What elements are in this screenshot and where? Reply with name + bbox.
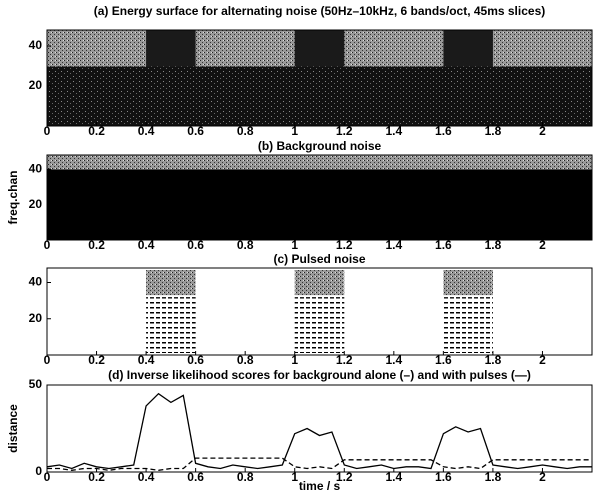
y-tick-label: 40 [29,275,43,289]
x-tick-label: 1 [291,353,298,367]
x-tick-label: 0.4 [138,124,155,138]
x-axis-label: time / s [299,479,341,493]
x-tick-label: 1.8 [485,470,502,484]
x-tick-label: 1.8 [485,238,502,252]
pulse-low [443,297,493,353]
score-line [47,458,592,470]
panel-title: (b) Background noise [258,139,382,153]
x-tick-label: 0.4 [138,353,155,367]
x-tick-label: 0 [44,124,51,138]
x-tick-label: 1.8 [485,124,502,138]
panel-title: (c) Pulsed noise [273,252,365,266]
pulse-low [146,297,196,353]
spectrogram-low [47,66,592,126]
x-tick-label: 0.6 [187,470,204,484]
x-tick-label: 2 [539,353,546,367]
x-tick-label: 0.6 [187,238,204,252]
x-tick-label: 0 [44,353,51,367]
pulse-energy [443,30,493,66]
x-tick-label: 1.4 [385,470,402,484]
x-tick-label: 1.4 [385,353,402,367]
x-tick-label: 0.6 [187,353,204,367]
x-tick-label: 0.2 [88,353,105,367]
y-axis-label: distance [6,404,20,453]
x-tick-label: 0.2 [88,238,105,252]
pulse-energy [295,270,345,295]
panel-title: (d) Inverse likelihood scores for backgr… [108,368,531,382]
x-tick-label: 0.4 [138,470,155,484]
pulse-energy [146,270,196,295]
figure: (a) Energy surface for alternating noise… [0,0,595,493]
x-tick-label: 0.8 [237,124,254,138]
axes-frame [47,385,592,472]
x-tick-label: 1.6 [435,470,452,484]
score-line [47,394,592,469]
x-tick-label: 1 [291,124,298,138]
x-tick-label: 0.2 [88,470,105,484]
pulse-energy [295,30,345,66]
x-tick-label: 1.4 [385,124,402,138]
x-tick-label: 0.8 [237,470,254,484]
x-tick-label: 2 [539,238,546,252]
y-tick-label: 40 [29,38,43,52]
x-tick-label: 1.8 [485,353,502,367]
pulse-energy [443,270,493,295]
x-tick-label: 1.6 [435,238,452,252]
pulse-energy [146,30,196,66]
panel-title: (a) Energy surface for alternating noise… [94,4,546,18]
y-tick-label: 50 [29,377,43,391]
x-tick-label: 1 [291,238,298,252]
x-tick-label: 0.4 [138,238,155,252]
x-tick-label: 1.6 [435,124,452,138]
x-tick-label: 0 [44,238,51,252]
x-tick-label: 1.2 [336,124,353,138]
x-tick-label: 1.2 [336,353,353,367]
y-tick-label: 40 [29,161,43,175]
x-tick-label: 1.4 [385,238,402,252]
y-tick-label: 20 [29,78,43,92]
x-tick-label: 0.2 [88,124,105,138]
y-tick-label: 0 [35,464,42,478]
x-tick-label: 1 [291,470,298,484]
x-tick-label: 0.6 [187,124,204,138]
x-tick-label: 0.8 [237,353,254,367]
x-tick-label: 1.2 [336,238,353,252]
x-tick-label: 0.8 [237,238,254,252]
y-tick-label: 20 [29,311,43,325]
spectrogram-high [47,155,592,169]
x-tick-label: 1.6 [435,353,452,367]
x-tick-label: 2 [539,124,546,138]
spectrogram-low [47,169,592,240]
y-tick-label: 20 [29,197,43,211]
pulse-low [295,297,345,353]
x-tick-label: 2 [539,470,546,484]
y-axis-label: freq.chan [6,170,20,224]
